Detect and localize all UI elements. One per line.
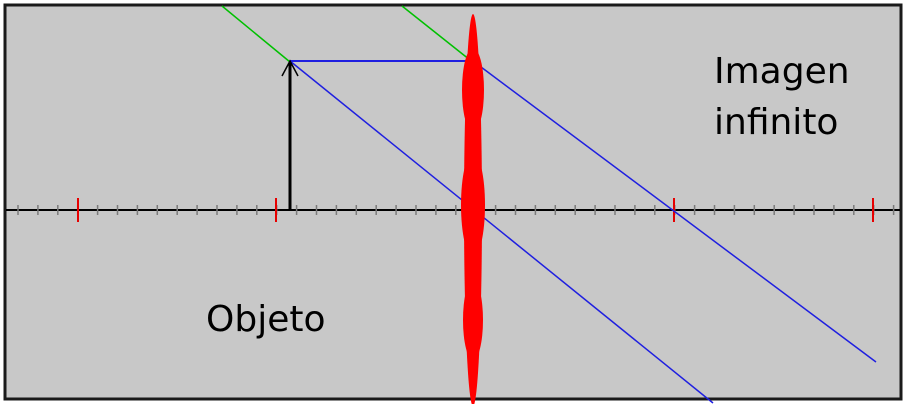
incident-ray-object	[221, 5, 291, 63]
image-label-line2: infinito	[714, 102, 839, 143]
chief-ray	[289, 60, 714, 404]
object-label: Objeto	[206, 299, 326, 340]
object-arrow-head	[281, 59, 299, 77]
refracted-ray-focal	[472, 60, 877, 363]
lens-bulge-lower	[463, 280, 483, 360]
incident-ray-lens	[401, 5, 471, 61]
lens-bulge-middle	[461, 153, 485, 257]
diagram-background	[3, 3, 903, 401]
focal-markers	[77, 198, 874, 222]
converging-lens	[461, 14, 485, 404]
lens-bulge-upper	[462, 48, 484, 132]
image-label-line1: Imagen	[714, 51, 850, 92]
object-arrow	[281, 59, 299, 210]
